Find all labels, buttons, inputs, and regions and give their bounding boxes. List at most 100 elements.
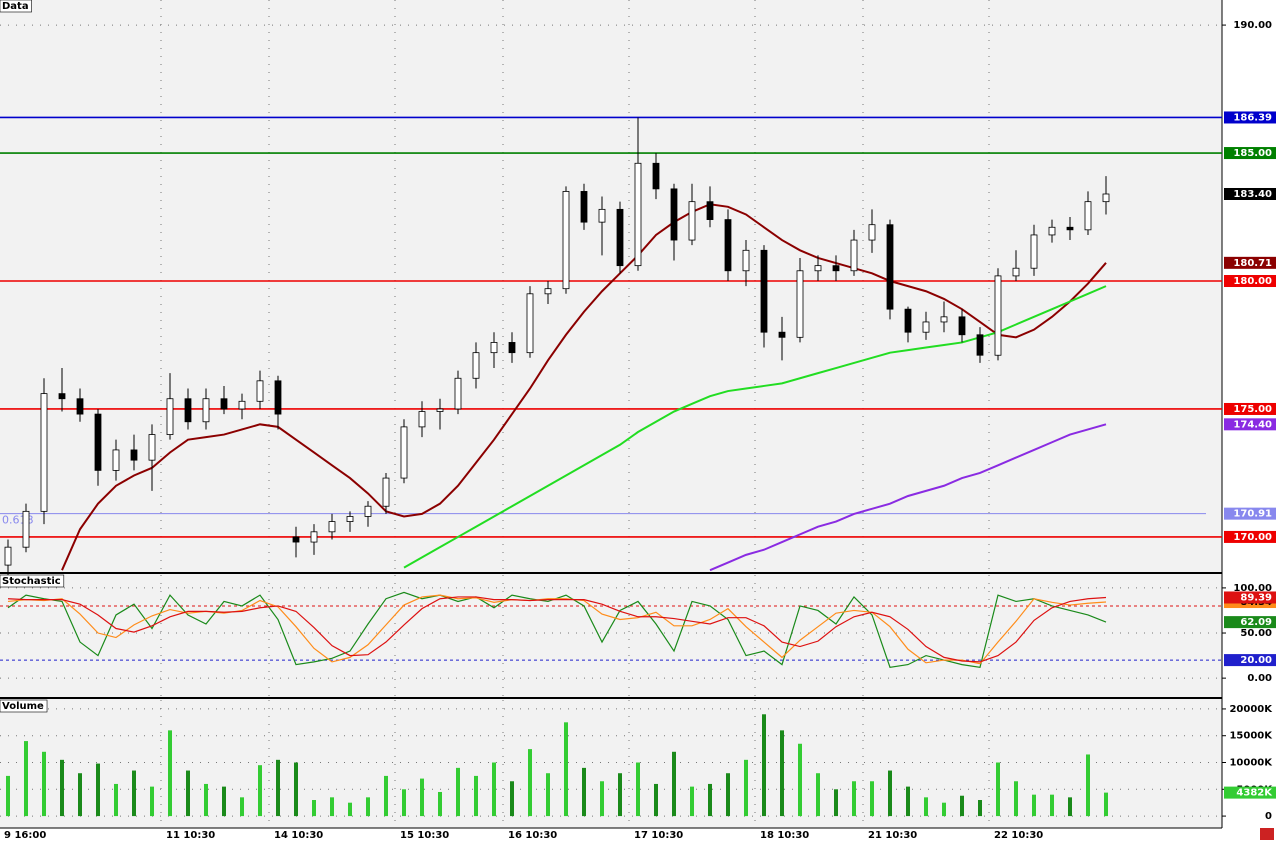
- volume-bar: [1050, 794, 1054, 817]
- y-tick-label: 20000K: [1229, 704, 1273, 715]
- volume-bar: [42, 751, 46, 817]
- volume-bar: [870, 781, 874, 817]
- volume-bar: [294, 762, 298, 817]
- volume-bar: [240, 797, 244, 817]
- candle-body: [688, 201, 696, 241]
- candle-body: [814, 265, 822, 272]
- candle-body: [778, 331, 786, 338]
- price-tag: [1224, 507, 1276, 520]
- candle-body: [256, 380, 264, 402]
- candle-body: [454, 377, 462, 410]
- volume-bar: [1032, 794, 1036, 817]
- price-tag-label: 170.00: [1233, 532, 1272, 543]
- candle-body: [796, 270, 804, 338]
- x-tick-label: 15 10:30: [400, 830, 449, 841]
- price-tag: [1224, 147, 1276, 160]
- volume-bar: [762, 714, 766, 817]
- candle-body: [382, 477, 390, 507]
- price-tag: [1224, 402, 1276, 415]
- price-tag-label: 185.00: [1233, 148, 1272, 159]
- volume-bar: [510, 781, 514, 817]
- candle-body: [418, 411, 426, 428]
- candle-body: [364, 505, 372, 517]
- candle-body: [1048, 226, 1056, 236]
- price-tag: [1224, 187, 1276, 200]
- price-tag-label: 170.91: [1233, 509, 1272, 520]
- volume-bar: [456, 767, 460, 817]
- candle-body: [508, 342, 516, 354]
- volume-bar: [780, 730, 784, 817]
- volume-bar: [420, 778, 424, 817]
- volume-bar: [636, 762, 640, 817]
- volume-bar: [600, 781, 604, 817]
- price-tag-label: 175.00: [1233, 404, 1272, 415]
- price-tag: [1224, 256, 1276, 269]
- volume-bar: [474, 775, 478, 817]
- x-tick-label: 14 10:30: [274, 830, 323, 841]
- indicator-line: [709, 423, 1107, 572]
- indicator-line: [61, 203, 1107, 571]
- volume-bar: [204, 783, 208, 817]
- volume-bar: [384, 775, 388, 817]
- price-tag-label: 89.39: [1240, 592, 1272, 603]
- candle-body: [130, 449, 138, 461]
- price-tag: [1224, 530, 1276, 543]
- candle-body: [922, 321, 930, 333]
- price-tag-label: 180.00: [1233, 276, 1272, 287]
- pane-title: Stochastic: [2, 576, 61, 587]
- candle-body: [148, 434, 156, 461]
- candle-body: [1066, 226, 1074, 231]
- x-tick-label: 22 10:30: [994, 830, 1043, 841]
- candle-body: [670, 188, 678, 241]
- volume-bar: [978, 800, 982, 817]
- volume-bar: [1086, 754, 1090, 817]
- volume-bar: [78, 773, 82, 817]
- candle-body: [328, 521, 336, 533]
- price-tag: [1224, 418, 1276, 431]
- y-tick-label: 0: [1265, 811, 1272, 822]
- candle-body: [616, 208, 624, 267]
- volume-bar: [960, 795, 964, 817]
- price-tag-label: 183.40: [1233, 189, 1272, 200]
- y-tick-label: 50.00: [1240, 628, 1272, 639]
- volume-bar: [222, 786, 226, 817]
- candle-body: [850, 239, 858, 272]
- candle-body: [184, 398, 192, 423]
- candle-body: [562, 191, 570, 290]
- volume-bar: [564, 722, 568, 817]
- x-tick-label: 17 10:30: [634, 830, 683, 841]
- y-tick-label: 15000K: [1229, 731, 1273, 742]
- pane-title: Data: [2, 1, 29, 12]
- volume-bar: [618, 773, 622, 817]
- price-tag: [1224, 591, 1276, 604]
- candle-body: [1012, 267, 1020, 277]
- x-tick-label: 21 10:30: [868, 830, 917, 841]
- volume-bar: [672, 751, 676, 817]
- pane-title: Volume: [2, 701, 44, 712]
- volume-bar: [744, 759, 748, 817]
- candle-body: [472, 352, 480, 379]
- corner-button[interactable]: [1260, 828, 1274, 840]
- candle-body: [76, 398, 84, 415]
- volume-bar: [942, 802, 946, 817]
- volume-bar: [1068, 797, 1072, 817]
- pane-title-box: [0, 574, 65, 588]
- volume-bar: [528, 749, 532, 817]
- candle-body: [526, 293, 534, 354]
- volume-bar: [186, 770, 190, 817]
- price-tag-label: 62.09: [1240, 617, 1272, 628]
- x-tick-label: 9 16:00: [4, 830, 46, 841]
- volume-bar: [438, 791, 442, 817]
- volume-bar: [924, 797, 928, 817]
- y-tick-label: 100.00: [1233, 583, 1272, 594]
- candle-body: [724, 219, 732, 272]
- volume-bar: [312, 800, 316, 817]
- candle-body: [238, 400, 246, 410]
- candle-body: [580, 191, 588, 223]
- volume-bar: [654, 783, 658, 817]
- volume-bar: [996, 762, 1000, 817]
- volume-bar: [1104, 792, 1108, 817]
- volume-bar: [24, 741, 28, 817]
- volume-bar: [330, 797, 334, 817]
- candle-body: [400, 426, 408, 479]
